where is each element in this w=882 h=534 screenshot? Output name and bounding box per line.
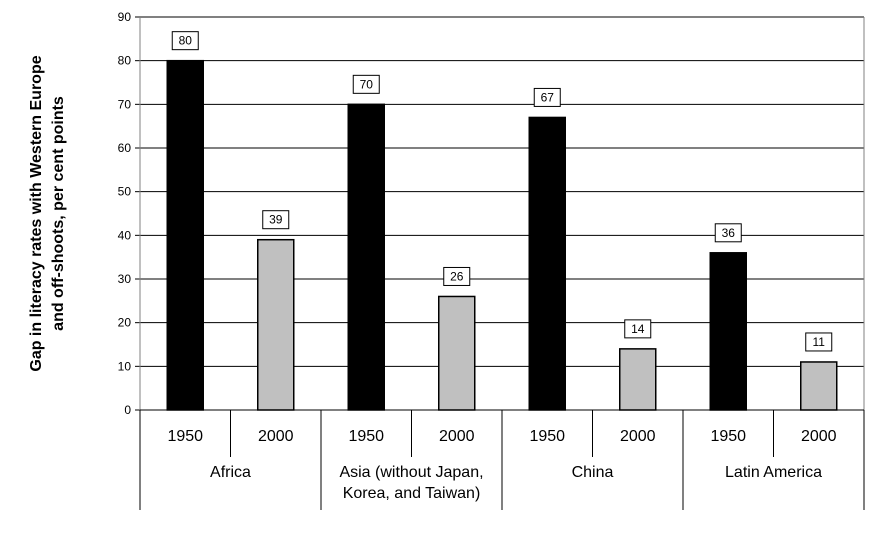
x-tick-label-year: 1950: [529, 428, 565, 445]
x-group-label: Latin America: [725, 464, 822, 481]
x-group-label: Asia (without Japan,: [339, 464, 483, 481]
y-axis-label-line: and off-shoots, per cent points: [50, 96, 67, 331]
x-tick-label-year: 2000: [258, 428, 294, 445]
y-tick-label: 20: [118, 316, 132, 330]
data-label-box: [443, 266, 471, 286]
bar-1950: [528, 116, 566, 411]
y-axis-label-line: Gap in literacy rates with Western Europ…: [28, 55, 45, 371]
bars: [166, 59, 838, 411]
x-tick-label-year: 2000: [439, 428, 475, 445]
bar-2000: [257, 238, 295, 411]
data-label: 70: [360, 77, 374, 91]
x-tick-label-year: 1950: [710, 428, 746, 445]
data-label: 39: [269, 213, 283, 227]
axes: [135, 16, 865, 510]
x-group-label: Korea, and Taiwan): [343, 485, 481, 502]
y-tick-label: 40: [118, 228, 132, 242]
data-label: 26: [450, 269, 464, 283]
data-label: 11: [813, 335, 826, 349]
x-tick-label-year: 1950: [348, 428, 384, 445]
y-tick-label: 60: [118, 141, 132, 155]
y-tick-label: 90: [118, 10, 132, 24]
bar-2000: [438, 295, 476, 411]
data-label: 36: [722, 226, 736, 240]
y-tick-label: 0: [124, 403, 131, 417]
bar-2000: [800, 361, 838, 411]
data-labels: 80 39 70 26 67 14 36 11: [171, 31, 833, 352]
data-label-box: [714, 223, 742, 243]
x-group-label: China: [572, 464, 614, 481]
data-label-box: [805, 332, 833, 352]
data-label-box: [262, 210, 290, 230]
bar-2000: [619, 348, 657, 411]
data-label: 80: [179, 34, 193, 48]
bar-1950: [166, 59, 204, 411]
x-category-labels: 1950 2000 Africa 1950 2000 Asia (without Japa…: [167, 428, 836, 502]
x-group-label: Africa: [210, 464, 251, 481]
data-label: 67: [541, 90, 555, 104]
y-axis-label: Gap in literacy rates with Western Europ…: [28, 55, 67, 371]
bar-1950: [347, 103, 385, 411]
data-label-box: [624, 319, 652, 339]
data-label-box: [352, 74, 380, 94]
y-tick-label: 80: [118, 54, 132, 68]
y-tick-label: 10: [118, 359, 132, 373]
y-tick-label: 50: [118, 185, 132, 199]
y-tick-label: 30: [118, 272, 132, 286]
bar-1950: [709, 252, 747, 411]
y-tick-label: 70: [118, 97, 132, 111]
data-label-box: [171, 31, 199, 51]
data-label: 14: [631, 322, 645, 336]
y-tick-labels: 0 10 20 30 40 50 60 70 80 90: [118, 10, 132, 417]
x-tick-label-year: 2000: [801, 428, 837, 445]
data-label-box: [533, 87, 561, 107]
grid-lines: [140, 16, 864, 367]
x-tick-label-year: 1950: [167, 428, 203, 445]
x-tick-label-year: 2000: [620, 428, 656, 445]
